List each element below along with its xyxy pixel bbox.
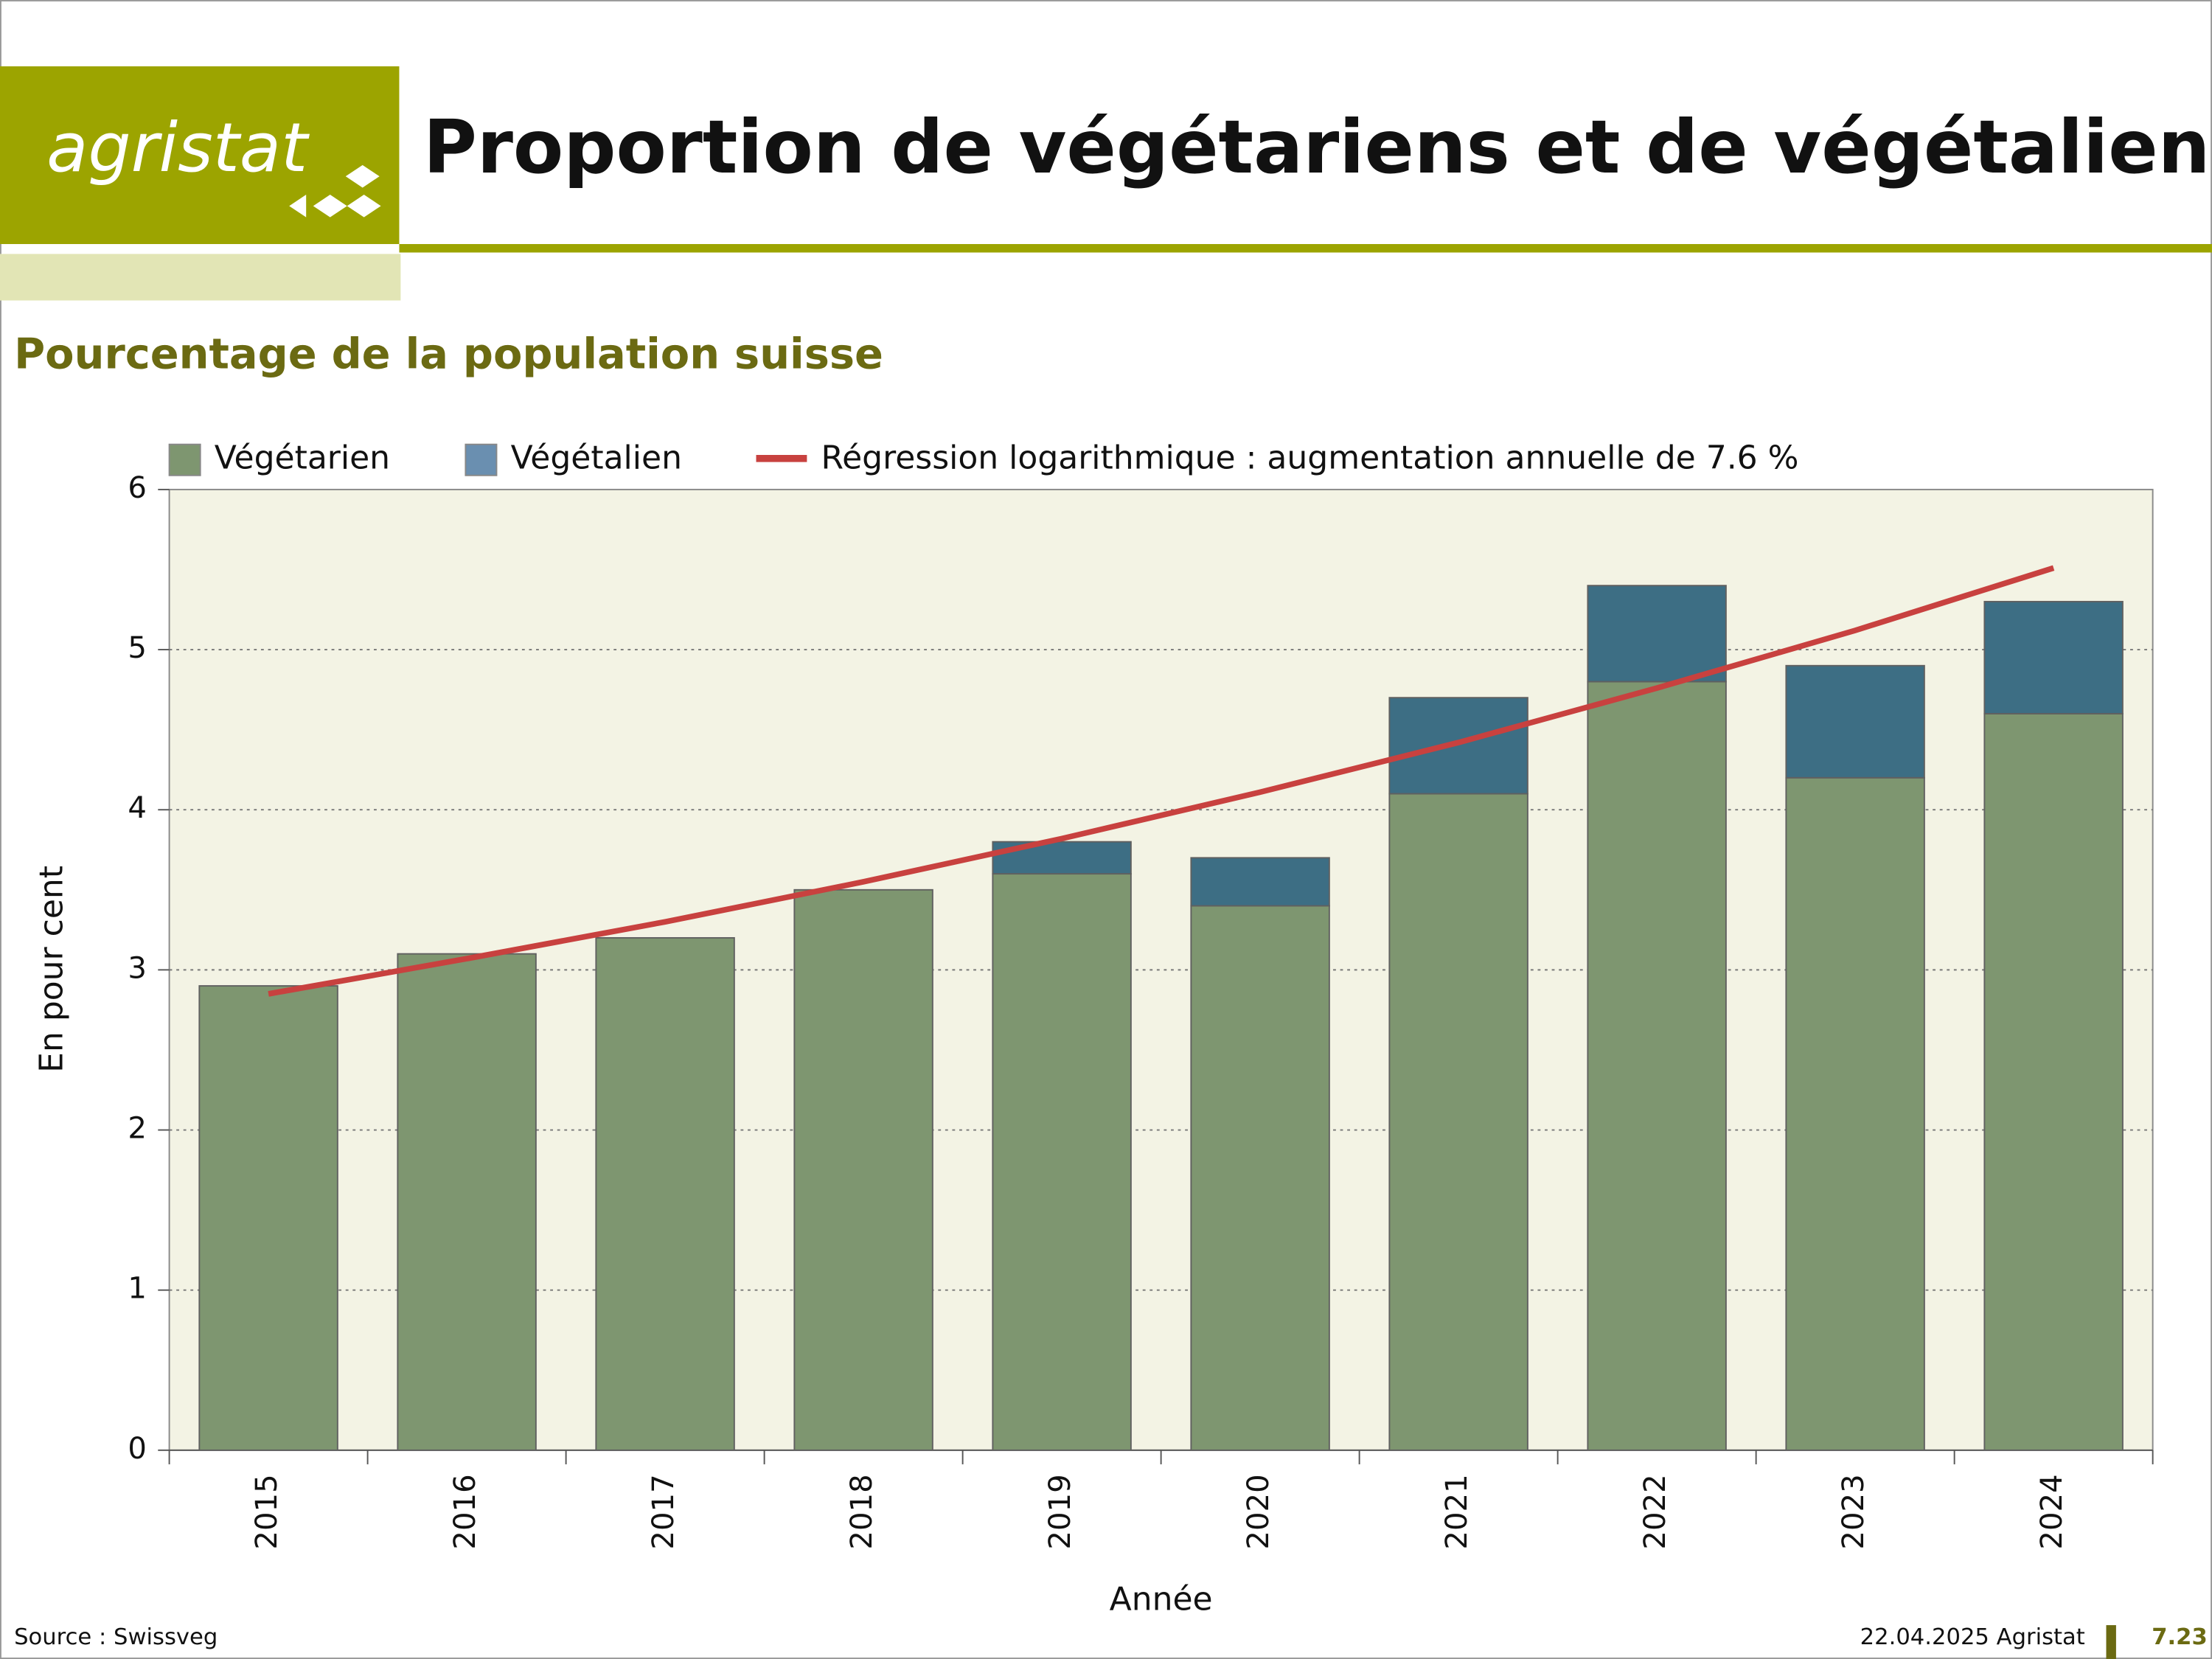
bar [1190,857,1330,907]
bar [1983,712,2124,1451]
bar [198,985,338,1451]
y-tick-label: 2 [128,1112,147,1146]
bar [1190,905,1330,1451]
x-tick-label: 2017 [647,1474,681,1549]
x-tick-label: 2018 [845,1474,879,1549]
bar [1587,585,1727,683]
x-tick-label: 2024 [2035,1474,2069,1549]
trend-line [268,565,2055,997]
legend-swatch [465,443,498,476]
x-tick-label: 2020 [1242,1474,1276,1549]
x-tick-label: 2021 [1440,1474,1474,1549]
x-tick-label: 2015 [250,1474,284,1549]
logo-band [0,254,401,301]
legend-label: Végétarien [215,439,390,477]
legend-swatch [168,443,201,476]
bar [595,936,735,1451]
legend-label: Régression logarithmique : augmentation … [821,439,1799,477]
bar [793,888,933,1451]
y-tick-label: 5 [128,631,147,665]
bar [1587,681,1727,1451]
bar [992,873,1132,1451]
chart-subtitle: Pourcentage de la population suisse [14,330,883,379]
y-axis-label: En pour cent [33,866,71,1073]
page-number: 7.23 [2152,1624,2208,1650]
y-tick-label: 0 [128,1432,147,1466]
page-marker [2106,1625,2116,1659]
y-tick-label: 3 [128,951,147,985]
x-tick-label: 2019 [1043,1474,1077,1549]
x-tick-label: 2016 [448,1474,482,1549]
source: Source : Swissveg [14,1624,218,1650]
page-title: Proportion de végétariens et de végétali… [423,105,2212,190]
x-tick-label: 2022 [1638,1474,1672,1549]
y-tick-label: 4 [128,791,147,825]
logo-text: agristat [46,108,310,187]
y-tick-label: 1 [128,1272,147,1306]
bar [1785,664,1925,779]
legend-label: Végétalien [511,439,682,477]
bar [1785,776,1925,1451]
bar [1388,697,1528,795]
date: 22.04.2025 Agristat [1860,1624,2085,1650]
bar [397,953,537,1451]
bar [1388,793,1528,1451]
header-rule [399,243,2212,253]
x-tick-label: 2023 [1837,1474,1871,1549]
bar [1983,600,2124,714]
x-axis-label: Année [1110,1581,1213,1618]
y-tick-label: 6 [128,471,147,505]
